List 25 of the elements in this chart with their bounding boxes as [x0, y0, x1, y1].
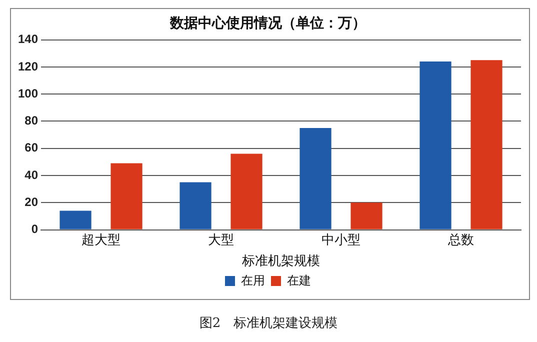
bar: [110, 163, 142, 230]
x-tick-label: 中小型: [322, 232, 361, 248]
bar: [180, 182, 212, 230]
y-tick-label: 140: [18, 32, 38, 46]
x-tick-label: 大型: [208, 232, 234, 248]
y-tick-label: 80: [24, 114, 38, 128]
x-tick-label: 超大型: [82, 232, 121, 248]
bar: [300, 128, 332, 230]
y-tick-label: 100: [18, 86, 38, 100]
bar: [350, 202, 382, 230]
x-tick-label: 总数: [447, 232, 474, 248]
chart-title: 数据中心使用情况（单位：万）: [169, 14, 366, 30]
y-tick-label: 40: [24, 168, 38, 182]
bar: [420, 62, 452, 230]
bar: [470, 60, 502, 230]
y-tick-label: 120: [18, 59, 38, 74]
legend-label: 在用: [241, 273, 265, 288]
caption: 图2 标准机架建设规模: [198, 315, 339, 332]
legend-label: 在建: [287, 273, 311, 288]
bar: [230, 154, 262, 230]
bar: [60, 210, 92, 230]
y-tick-label: 60: [24, 140, 38, 155]
x-axis-title: 标准机架规模: [241, 252, 320, 268]
y-tick-label: 20: [24, 194, 38, 209]
y-tick-label: 0: [31, 222, 38, 236]
